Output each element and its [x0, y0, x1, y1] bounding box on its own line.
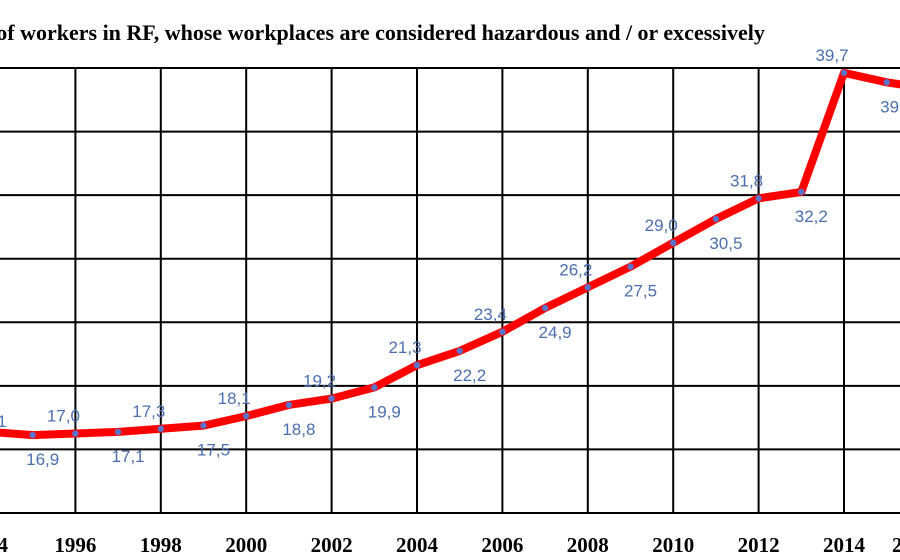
- data-label: 18,1: [218, 389, 251, 408]
- data-label: 19,9: [368, 402, 401, 421]
- data-point: [243, 412, 250, 420]
- data-label: 23,4: [474, 305, 507, 324]
- data-point: [840, 69, 848, 76]
- data-point: [29, 431, 36, 439]
- chart-grid: [0, 67, 900, 514]
- data-label: 29,0: [645, 216, 678, 235]
- data-point: [541, 304, 549, 312]
- data-label: 17,1: [112, 447, 145, 466]
- data-label: 32,2: [795, 207, 828, 226]
- chart-markers: [29, 69, 890, 439]
- data-point: [72, 430, 79, 437]
- x-tick-label: 94: [0, 533, 9, 557]
- data-label: 30,5: [709, 234, 742, 253]
- x-tick-label: 2012: [738, 533, 780, 557]
- x-tick-label: 2000: [225, 533, 267, 557]
- data-point: [456, 347, 463, 355]
- data-label: 18,8: [282, 420, 315, 439]
- x-tick-label: 1996: [54, 533, 96, 557]
- x-tick-label: 2014: [823, 533, 866, 557]
- data-point: [200, 422, 207, 429]
- data-label: 17,3: [132, 402, 165, 421]
- data-point: [285, 401, 293, 409]
- data-point: [798, 188, 805, 196]
- data-label: 17,5: [197, 441, 230, 460]
- data-label: 24,9: [539, 323, 572, 342]
- x-tick-label: 1998: [140, 533, 182, 557]
- x-tick-label: 2: [892, 533, 900, 557]
- data-point: [499, 328, 506, 336]
- data-label: 16,9: [26, 450, 59, 469]
- data-point: [157, 425, 164, 432]
- data-point: [712, 215, 720, 223]
- data-point: [627, 263, 634, 270]
- x-axis-ticks: 94 1996 1998 2000 2002 2004 2006 2008 2010 2012 20…: [0, 533, 900, 557]
- x-tick-label: 2004: [396, 533, 439, 557]
- series-line: [0, 68, 900, 440]
- data-label: 39,7: [815, 46, 848, 65]
- x-tick-label: 2002: [311, 533, 353, 557]
- x-tick-label: 2006: [481, 533, 523, 557]
- data-label: 17,0: [47, 407, 80, 426]
- data-label: 26,2: [559, 260, 592, 279]
- data-point: [328, 395, 335, 402]
- data-label: 39,1: [880, 97, 900, 116]
- data-point: [413, 361, 421, 369]
- data-label: 31,8: [730, 171, 763, 190]
- data-label: 22,2: [453, 366, 486, 385]
- data-label: 19,2: [303, 372, 336, 391]
- x-tick-label: 2008: [567, 533, 609, 557]
- data-label: 21,3: [388, 338, 421, 357]
- data-point: [371, 384, 378, 391]
- data-point: [755, 195, 762, 202]
- data-label: 27,5: [624, 282, 657, 301]
- chart-series: [0, 68, 900, 440]
- data-point: [670, 239, 677, 247]
- data-labels: 1 16,9 17,0 17,1 17,3 17,5 18,1 18,8 19,2 19,9 21,…: [0, 46, 900, 469]
- data-point: [883, 79, 890, 86]
- x-tick-label: 2010: [652, 533, 694, 557]
- chart-title: ge of workers in RF, whose workplaces ar…: [0, 20, 765, 45]
- data-point: [114, 428, 122, 436]
- data-point: [584, 284, 591, 291]
- data-label: 1: [0, 412, 7, 431]
